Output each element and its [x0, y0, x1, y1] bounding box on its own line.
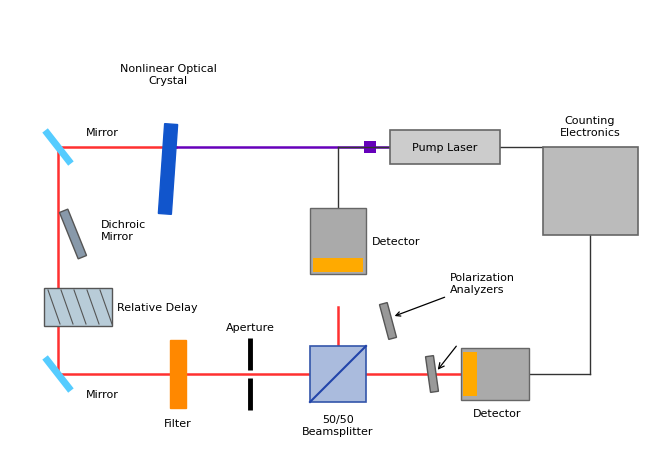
Bar: [310, 346, 366, 402]
Text: Detector: Detector: [372, 237, 421, 247]
Bar: [543, 148, 638, 236]
Text: Dichroic
Mirror: Dichroic Mirror: [101, 220, 146, 241]
Bar: [364, 142, 376, 154]
Text: Counting
Electronics: Counting Electronics: [560, 116, 620, 138]
Polygon shape: [380, 303, 396, 340]
Polygon shape: [426, 356, 439, 393]
Bar: [463, 352, 477, 396]
Polygon shape: [59, 210, 86, 259]
Text: Pump Laser: Pump Laser: [412, 143, 478, 153]
Polygon shape: [42, 355, 73, 393]
Bar: [44, 288, 112, 326]
Text: Filter: Filter: [164, 418, 192, 428]
Text: Mirror: Mirror: [86, 128, 119, 138]
Bar: [170, 340, 186, 408]
Text: 50/50
Beamsplitter: 50/50 Beamsplitter: [302, 414, 374, 435]
Text: Mirror: Mirror: [86, 389, 119, 399]
Bar: [310, 208, 366, 274]
Text: Aperture: Aperture: [226, 322, 274, 332]
Bar: [313, 258, 363, 273]
Polygon shape: [42, 129, 73, 167]
Bar: [461, 348, 529, 400]
Text: Detector: Detector: [473, 408, 521, 418]
Text: Relative Delay: Relative Delay: [117, 302, 198, 312]
Bar: [390, 131, 500, 165]
Text: Polarization
Analyzers: Polarization Analyzers: [396, 273, 515, 316]
Text: Nonlinear Optical
Crystal: Nonlinear Optical Crystal: [120, 64, 216, 86]
Polygon shape: [159, 124, 177, 215]
